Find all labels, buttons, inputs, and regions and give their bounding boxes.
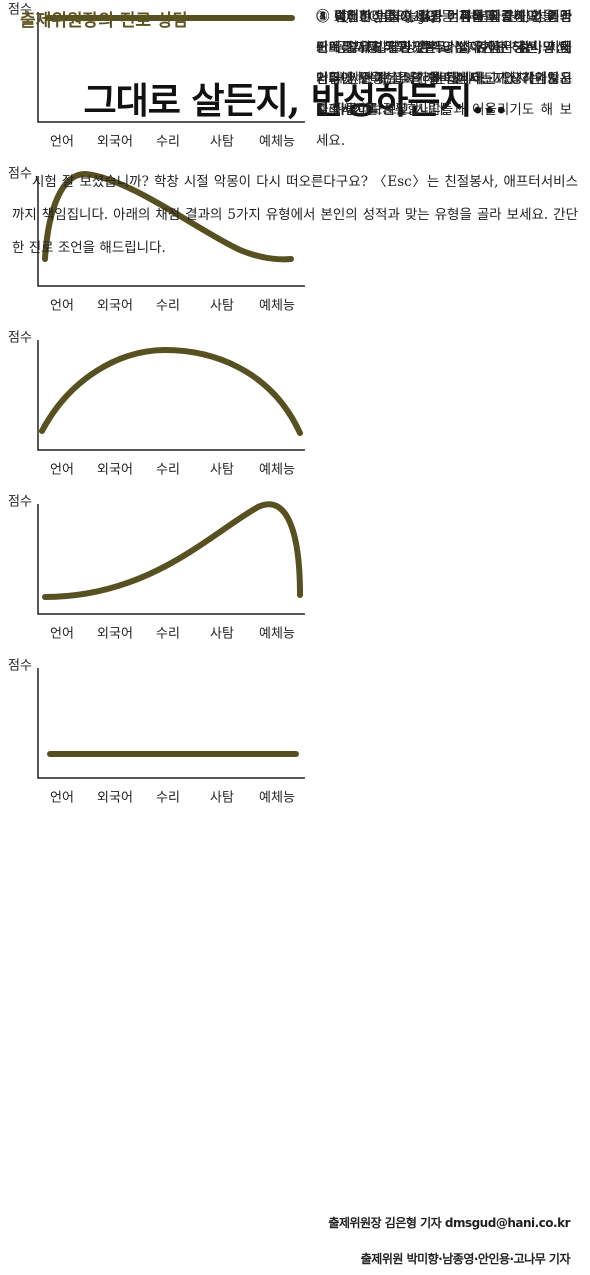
panel: 점수 언어 외국어 수리 사탐 예체능 ③ 여전히 녹슬지 않은 머리를 자랑하며, 외국어…	[0, 9, 590, 492]
axes	[37, 176, 305, 287]
x-tick-label: 언어	[50, 135, 74, 150]
headline: 그대로 살든지, 반성하든지…	[83, 80, 508, 122]
panels: 점수 언어 외국어 수리 사탐 예체능 ① IQ, EQ, NQ, JQ 등 지성과 감성,…	[0, 0, 590, 820]
axes	[37, 504, 305, 615]
panel-text: ③ 여전히 녹슬지 않은 머리를 자랑하며, 외국어 공부 등 자기개발도 부지…	[316, 9, 572, 149]
x-tick-label: 수리	[156, 627, 180, 642]
x-tick-label: 예체능	[259, 463, 295, 478]
x-tick-label: 수리	[156, 299, 180, 314]
x-tick-label: 예체능	[259, 791, 295, 806]
x-tick-label: 사탐	[210, 627, 234, 642]
x-tick-label: 언어	[50, 627, 74, 642]
x-tick-label: 외국어	[97, 627, 133, 642]
x-tick-label: 사탐	[210, 299, 234, 314]
x-tick-label: 예체능	[259, 627, 295, 642]
panel: 점수 언어 외국어 수리 사탐 예체능 ⑤ 텔레비전을 끄세요, 컴퓨터를 끄세요, 게임기…	[0, 9, 590, 820]
x-tick-label: 수리	[156, 135, 180, 150]
panel-text: ① IQ, EQ, NQ, JQ 등 지성과 감성, 성품과 잔머리까지 두루 …	[316, 9, 572, 87]
credit: 출제위원장 김은형 기자 dmsgud@hani.co.kr	[328, 1216, 570, 1230]
x-tick-label: 수리	[156, 463, 180, 478]
x-tick-label: 예체능	[259, 299, 295, 314]
y-axis-label: 점수	[8, 331, 32, 346]
panel: 점수 언어 외국어 수리 사탐 예체능 ② 탁월한 언어 능력과 이 덕분에 원만한 인간관…	[0, 9, 590, 328]
curve	[42, 170, 294, 263]
kicker: 출제위원장의 진로 상담	[20, 11, 189, 31]
x-tick-label: 사탐	[210, 135, 234, 150]
panel-text: ⑤ 텔레비전을 끄세요, 컴퓨터를 끄세요, 게임기도 끄세요. 그냥 우두커니…	[316, 9, 572, 118]
panel-text: ② 탁월한 언어 능력과 이 덕분에 원만한 인간관계를 유지하고 있는 당신,…	[316, 9, 572, 118]
x-tick-label: 외국어	[97, 463, 133, 478]
axes	[37, 668, 305, 779]
y-axis-label: 점수	[8, 495, 32, 510]
x-tick-label: 수리	[156, 791, 180, 806]
x-tick-label: 외국어	[97, 135, 133, 150]
x-tick-label: 사탐	[210, 791, 234, 806]
curve	[39, 346, 303, 436]
panel: 점수 언어 외국어 수리 사탐 예체능 ④ 슈퍼주니어의 13명 이름을 줄줄이 외울 정도…	[0, 9, 590, 656]
axes	[37, 340, 305, 451]
curve	[42, 501, 303, 600]
x-tick-label: 외국어	[97, 791, 133, 806]
x-tick-label: 예체능	[259, 135, 295, 150]
x-tick-label: 언어	[50, 299, 74, 314]
y-axis-label: 점수	[8, 3, 32, 18]
x-tick-label: 언어	[50, 791, 74, 806]
axes	[37, 12, 305, 123]
x-tick-label: 외국어	[97, 299, 133, 314]
y-axis-label: 점수	[8, 167, 32, 182]
x-tick-label: 사탐	[210, 463, 234, 478]
credit: 출제위원 박미향·남종영·안인용·고나무 기자	[360, 1252, 571, 1266]
intro: 시험 잘 보셨습니까? 학창 시절 악몽이 다시 떠오른다구요? 〈Esc〉는 …	[12, 174, 578, 256]
panel-text: ④ 슈퍼주니어의 13명 이름을 줄줄이 외울 정도로 젊고 발랄한 감각의 소…	[316, 9, 572, 118]
y-axis-label: 점수	[8, 659, 32, 674]
x-tick-label: 언어	[50, 463, 74, 478]
